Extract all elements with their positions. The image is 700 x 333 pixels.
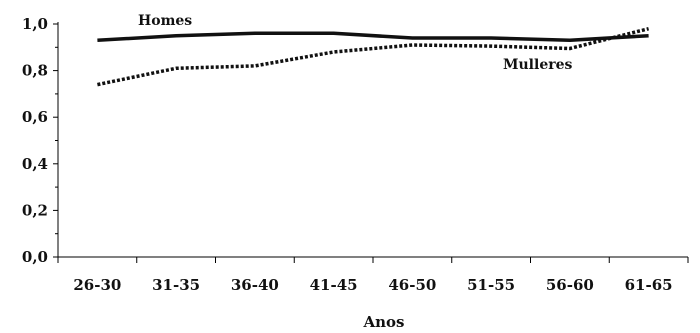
y-tick-label: 0,2 bbox=[22, 201, 48, 219]
x-tick-label: 26-30 bbox=[73, 276, 121, 294]
y-tick-labels: 0,0 0,2 0,4 0,6 0,8 1,0 bbox=[22, 15, 48, 266]
y-tick-label: 0,6 bbox=[22, 108, 48, 126]
x-tick-labels: 26-30 31-35 36-40 41-45 46-50 51-55 56-60 61-65 bbox=[73, 276, 672, 294]
axes bbox=[53, 22, 689, 263]
series-line-mulleres bbox=[97, 27, 650, 87]
series-line-homes bbox=[97, 31, 649, 43]
series-label-mulleres: Mulleres bbox=[503, 57, 573, 73]
series-labels: Homes Mulleres bbox=[138, 13, 573, 73]
series-lines bbox=[97, 27, 650, 87]
y-tick-label: 0,0 bbox=[22, 248, 48, 266]
y-tick-label: 0,4 bbox=[22, 155, 48, 173]
x-tick-label: 61-65 bbox=[625, 276, 673, 294]
x-tick-label: 31-35 bbox=[152, 276, 200, 294]
x-tick-label: 41-45 bbox=[310, 276, 358, 294]
series-label-homes: Homes bbox=[138, 13, 192, 29]
x-axis-title: Anos bbox=[363, 313, 405, 331]
x-tick-label: 46-50 bbox=[388, 276, 436, 294]
x-tick-label: 56-60 bbox=[546, 276, 594, 294]
x-tick-label: 51-55 bbox=[467, 276, 515, 294]
y-tick-label: 0,8 bbox=[22, 62, 48, 80]
y-tick-label: 1,0 bbox=[22, 15, 48, 33]
x-tick-label: 36-40 bbox=[231, 276, 279, 294]
